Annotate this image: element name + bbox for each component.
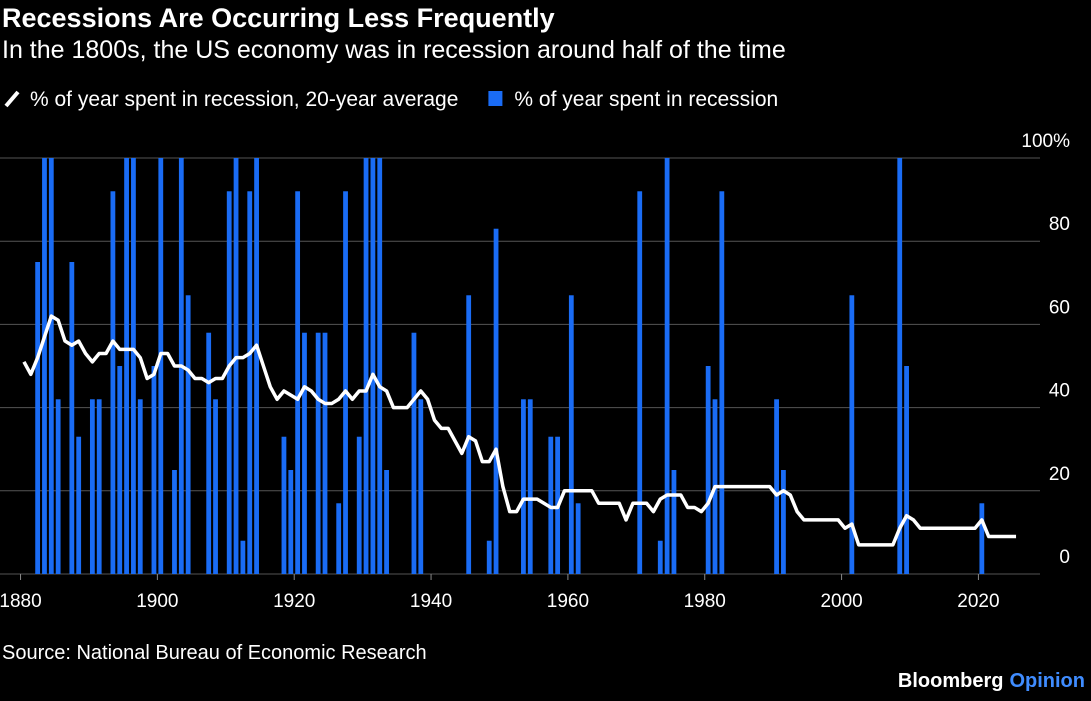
bar [384, 470, 389, 574]
bar [493, 228, 499, 574]
bar [411, 332, 417, 574]
bar [110, 191, 116, 574]
bar [124, 158, 129, 574]
x-tick-label: 1960 [547, 591, 589, 612]
bar [185, 295, 191, 574]
y-tick-label: 20 [1049, 464, 1070, 485]
brand-suffix: Opinion [1009, 670, 1085, 692]
bar [575, 503, 581, 574]
bar [781, 470, 786, 574]
bar [370, 158, 376, 574]
bar [849, 295, 855, 574]
x-tick-label: 1920 [273, 591, 315, 612]
bar [295, 191, 301, 574]
x-tick-label: 1880 [0, 591, 42, 612]
brand-name: Bloomberg [898, 670, 1004, 692]
source-note: Source: National Bureau of Economic Rese… [2, 642, 427, 664]
bar [548, 436, 554, 574]
legend-label: % of year spent in recession, 20-year av… [30, 88, 458, 111]
bar [226, 191, 232, 574]
bar [206, 332, 212, 574]
bar [527, 399, 533, 574]
bar [254, 158, 259, 574]
legend-label: % of year spent in recession [514, 88, 778, 111]
bar [42, 158, 47, 574]
y-tick-label: 0 [1059, 547, 1070, 568]
bar [96, 399, 102, 574]
bar [336, 503, 342, 574]
bar [233, 158, 239, 574]
bar [486, 540, 492, 574]
bar [247, 191, 253, 574]
bar [281, 436, 287, 574]
legend-swatch [4, 90, 20, 108]
x-tick-label: 2020 [957, 591, 999, 612]
chart-title: Recessions Are Occurring Less Frequently [2, 3, 555, 33]
y-tick-label: 100% [1021, 131, 1070, 152]
x-tick-label: 1940 [410, 591, 452, 612]
bar [343, 191, 348, 574]
bar [315, 332, 321, 574]
bar [137, 399, 143, 574]
bar [521, 399, 526, 574]
legend-swatch [488, 91, 503, 106]
bar [774, 399, 779, 574]
bar [172, 470, 177, 574]
bar [363, 158, 369, 574]
y-tick-label: 80 [1049, 214, 1070, 235]
bar [719, 191, 725, 574]
bar [979, 503, 985, 574]
bar [897, 158, 903, 574]
bar [671, 470, 677, 574]
x-tick-label: 1900 [136, 591, 178, 612]
bar [657, 540, 663, 574]
brand: Bloomberg Opinion [898, 670, 1085, 692]
x-tick-label: 2000 [820, 591, 862, 612]
bar [418, 399, 424, 574]
bar [302, 332, 307, 574]
bar [213, 399, 218, 574]
bar [158, 158, 164, 574]
bar [76, 436, 82, 574]
bar [48, 158, 54, 574]
bar [664, 158, 670, 574]
bar [89, 399, 95, 574]
x-tick-label: 1980 [684, 591, 726, 612]
bar [705, 366, 711, 574]
y-tick-label: 60 [1049, 297, 1070, 318]
bar [131, 158, 136, 574]
bar [240, 540, 246, 574]
bar [69, 262, 75, 574]
bar [466, 295, 472, 574]
bar [568, 295, 574, 574]
bar [377, 158, 383, 574]
y-tick-label: 40 [1049, 381, 1070, 402]
chart-subtitle: In the 1800s, the US economy was in rece… [2, 36, 786, 64]
bar [151, 366, 157, 574]
bar [35, 262, 41, 574]
line [22, 314, 1017, 547]
bar [356, 436, 362, 574]
bar [637, 191, 643, 574]
bar [322, 332, 328, 574]
bar [288, 470, 294, 574]
bar [55, 399, 61, 574]
bar [117, 366, 123, 574]
bar [904, 366, 909, 574]
